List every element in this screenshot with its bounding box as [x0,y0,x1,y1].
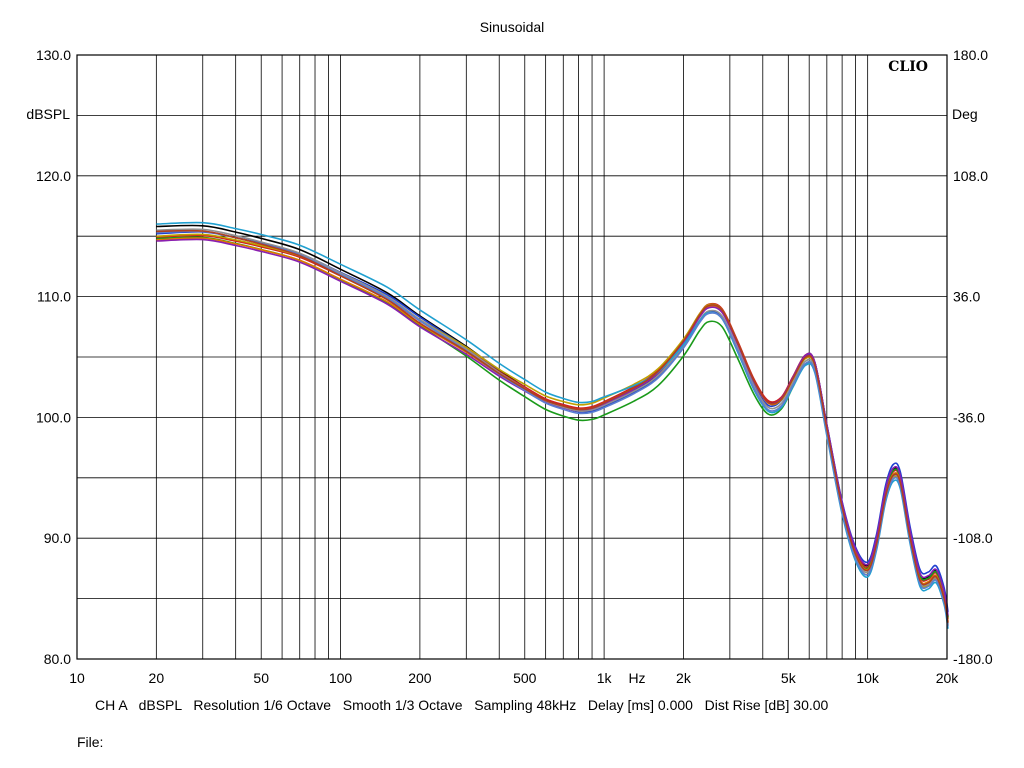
y-tick-label: 100.0 [36,409,71,425]
y-tick-label: 80.0 [44,651,71,667]
grid [77,55,947,659]
y2-tick-label: 36.0 [953,289,980,305]
clio-logo: CLIO [888,59,928,75]
y-tick-label: 130.0 [36,47,71,63]
unit-label: dBSPL [138,697,182,713]
y-tick-label: 90.0 [44,530,71,546]
delay-label: Delay [ms] 0.000 [587,697,693,713]
x-tick-label: 50 [253,670,269,686]
y-tick-label: 110.0 [37,289,71,305]
y-tick-label: 120.0 [36,168,71,184]
resolution-label: Resolution 1/6 Octave [193,697,332,713]
x-tick-label: 10k [856,670,880,686]
y2-tick-label: -180.0 [953,651,993,667]
x-tick-label: 1k [597,670,613,686]
dist-rise-label: Dist Rise [dB] 30.00 [704,697,829,713]
x-tick-label: 200 [408,670,432,686]
response-curve-4 [156,236,949,619]
plot-frame [76,54,948,660]
response-curve-11 [156,229,949,623]
response-curve-10 [156,230,949,627]
response-curves [156,221,949,629]
x-tick-label: 500 [513,670,537,686]
y2-tick-label: 180.0 [953,47,988,63]
channel-label: CH A [95,697,127,713]
y2-tick-label: -108.0 [953,530,993,546]
right-axis-unit: Deg [952,106,978,122]
file-label: File: [77,734,104,750]
x-tick-label: 20 [149,670,165,686]
x-tick-label: 20k [936,670,960,686]
y2-tick-label: -36.0 [953,409,985,425]
smooth-label: Smooth 1/3 Octave [342,697,463,713]
chart-title: Sinusoidal [480,19,545,35]
x-tick-label: 2k [676,670,692,686]
sampling-label: Sampling 48kHz [474,697,577,713]
x-tick-label: 100 [329,670,353,686]
response-curve-8 [156,228,949,625]
y2-tick-label: 108.0 [953,168,988,184]
left-axis-unit: dBSPL [26,106,70,122]
measurement-settings: CH A dBSPL Resolution 1/6 Octave Smooth … [95,697,828,713]
x-axis-unit: Hz [628,670,645,686]
response-curve-7 [156,238,949,616]
tick-labels: 130.0 120.0 110.0 100.0 90.0 80.0 180.0 108.0 36… [36,47,993,686]
x-tick-label: 10 [69,670,85,686]
x-tick-label: 5k [781,670,797,686]
